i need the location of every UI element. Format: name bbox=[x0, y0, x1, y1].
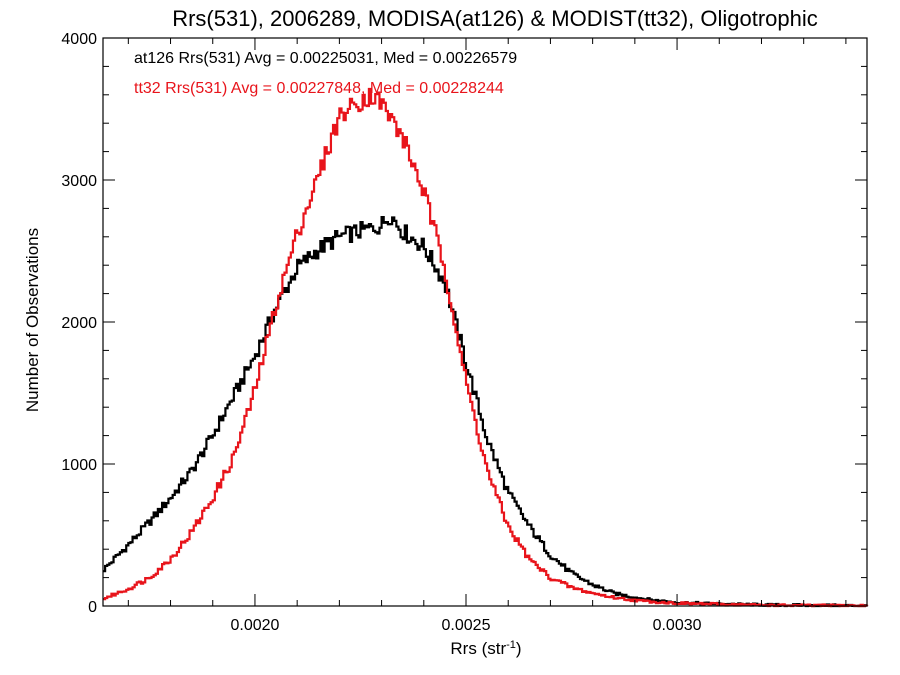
chart-title: Rrs(531), 2006289, MODISA(at126) & MODIS… bbox=[172, 6, 818, 31]
plot-frame bbox=[102, 37, 868, 607]
x-tick-label: 0.0030 bbox=[653, 617, 702, 634]
series-tt32 bbox=[103, 87, 869, 608]
x-axis-label-close: ) bbox=[516, 639, 522, 658]
y-tick-label: 0 bbox=[88, 599, 97, 616]
x-axis-label: Rrs (str-1) bbox=[450, 639, 521, 658]
legend-entry-at126: at126 Rrs(531) Avg = 0.00225031, Med = 0… bbox=[134, 50, 517, 67]
x-tick-label: 0.0025 bbox=[442, 617, 491, 634]
legend-entry-tt32: tt32 Rrs(531) Avg = 0.00227848, Med = 0.… bbox=[134, 80, 504, 97]
y-tick-label: 4000 bbox=[61, 31, 97, 48]
y-tick-label: 1000 bbox=[61, 457, 97, 474]
y-axis-label: Number of Observations bbox=[23, 228, 42, 412]
y-tick-label: 3000 bbox=[61, 173, 97, 190]
y-tick-label: 2000 bbox=[61, 315, 97, 332]
series-at126 bbox=[103, 216, 869, 608]
x-tick-label: 0.0020 bbox=[230, 617, 279, 634]
x-axis-label-superscript: -1 bbox=[506, 639, 516, 651]
x-axis-label-main: Rrs (str bbox=[450, 639, 506, 658]
